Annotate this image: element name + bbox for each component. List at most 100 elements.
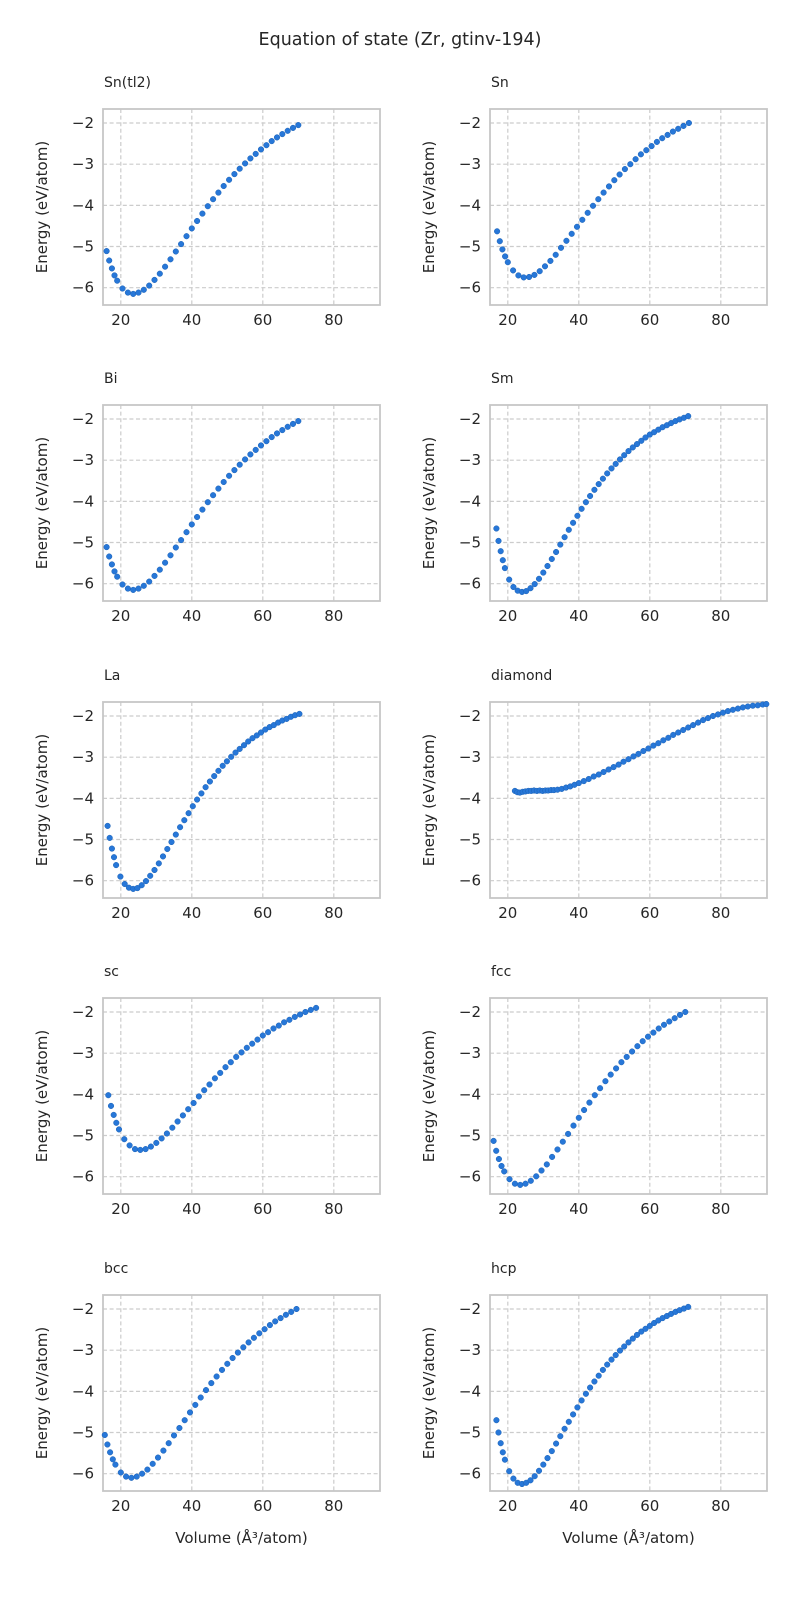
subplot-bi: Bi Energy (eV/atom) 20 40 60 80 −2 −3 −4 −5 −6: [15, 361, 395, 651]
svg-text:−2: −2: [72, 1003, 94, 1021]
svg-text:−2: −2: [459, 114, 481, 132]
subplot-title: bcc: [104, 1261, 129, 1277]
svg-text:−6: −6: [459, 1168, 481, 1186]
svg-text:−6: −6: [72, 575, 94, 593]
svg-text:−6: −6: [72, 872, 94, 890]
svg-text:20: 20: [498, 1497, 517, 1515]
svg-text:−6: −6: [72, 279, 94, 297]
plot-canvas: 20 40 60 80 −2 −3 −4 −5 −6: [72, 1294, 381, 1515]
svg-text:−2: −2: [459, 707, 481, 725]
subplot-title: sc: [104, 964, 119, 980]
svg-text:−2: −2: [72, 410, 94, 428]
svg-text:−5: −5: [72, 1424, 94, 1442]
svg-text:40: 40: [569, 311, 588, 329]
svg-text:20: 20: [111, 607, 130, 625]
svg-text:20: 20: [111, 311, 130, 329]
subplot-sn-tl2: Sn(tl2) Energy (eV/atom) 20 40 60 80 −2 −3 −4−…: [15, 65, 395, 355]
svg-text:−3: −3: [459, 1044, 481, 1062]
subplot-title: hcp: [491, 1261, 517, 1277]
svg-text:60: 60: [640, 311, 659, 329]
svg-text:40: 40: [182, 904, 201, 922]
svg-text:−3: −3: [459, 1341, 481, 1359]
svg-text:−5: −5: [459, 238, 481, 256]
subplot-hcp: hcp Energy (eV/atom) 20 40 60 80 −2 −3 −4 −5 −6 …: [402, 1251, 782, 1581]
svg-text:−4: −4: [459, 196, 481, 214]
svg-text:−4: −4: [72, 196, 94, 214]
svg-text:−4: −4: [459, 492, 481, 510]
svg-text:40: 40: [182, 607, 201, 625]
svg-text:−5: −5: [72, 238, 94, 256]
svg-text:40: 40: [569, 1497, 588, 1515]
subplot-title: Sn: [491, 75, 509, 91]
svg-text:−3: −3: [72, 155, 94, 173]
svg-text:20: 20: [498, 904, 517, 922]
plot-canvas: 20 40 60 80 −2 −3 −4 −5 −6: [459, 997, 768, 1218]
svg-text:−4: −4: [72, 492, 94, 510]
svg-text:−3: −3: [72, 748, 94, 766]
svg-text:−5: −5: [459, 1127, 481, 1145]
subplot-sc: sc Energy (eV/atom) 20 40 60 80 −2 −3 −4 −5 −6: [15, 954, 395, 1244]
svg-text:−2: −2: [72, 707, 94, 725]
svg-text:60: 60: [640, 607, 659, 625]
svg-text:−4: −4: [72, 789, 94, 807]
svg-text:40: 40: [182, 1200, 201, 1218]
svg-text:−6: −6: [72, 1168, 94, 1186]
svg-text:80: 80: [711, 1200, 730, 1218]
plot-canvas: 20 40 60 80 −2 −3 −4 −5 −6: [72, 108, 381, 329]
figure-title: Equation of state (Zr, gtinv-194): [258, 30, 542, 50]
svg-text:−6: −6: [459, 279, 481, 297]
svg-text:−6: −6: [459, 575, 481, 593]
svg-text:−2: −2: [72, 114, 94, 132]
svg-text:80: 80: [711, 311, 730, 329]
svg-text:−5: −5: [72, 1127, 94, 1145]
svg-text:60: 60: [253, 311, 272, 329]
svg-text:60: 60: [253, 1200, 272, 1218]
svg-text:40: 40: [182, 311, 201, 329]
subplot-bcc: bcc Energy (eV/atom) 20 40 60 80 −2 −3 −4 −5 −6 …: [15, 1251, 395, 1581]
svg-text:60: 60: [253, 904, 272, 922]
subplot-title: Sn(tl2): [104, 75, 151, 91]
svg-text:−4: −4: [459, 789, 481, 807]
svg-text:−2: −2: [72, 1300, 94, 1318]
plot-canvas: 20 40 60 80 −2 −3 −4 −5 −6: [72, 997, 381, 1218]
svg-text:60: 60: [253, 1497, 272, 1515]
x-axis-label: Volume (Å³/atom): [175, 1529, 308, 1547]
subplot-sm: Sm Energy (eV/atom) 20 40 60 80 −2 −3 −4 −5 −6: [402, 361, 782, 651]
svg-text:20: 20: [111, 1497, 130, 1515]
svg-text:60: 60: [640, 1497, 659, 1515]
svg-text:80: 80: [324, 1200, 343, 1218]
svg-text:−6: −6: [72, 1465, 94, 1483]
svg-text:20: 20: [498, 607, 517, 625]
plot-canvas: 20 40 60 80 −2 −3 −4 −5 −6: [459, 1294, 768, 1515]
svg-text:60: 60: [253, 607, 272, 625]
svg-text:80: 80: [324, 311, 343, 329]
svg-text:80: 80: [324, 1497, 343, 1515]
svg-text:−4: −4: [459, 1382, 481, 1400]
svg-text:−3: −3: [459, 155, 481, 173]
svg-text:−6: −6: [459, 872, 481, 890]
svg-text:80: 80: [711, 1497, 730, 1515]
svg-text:40: 40: [569, 607, 588, 625]
svg-text:40: 40: [569, 1200, 588, 1218]
svg-text:40: 40: [569, 904, 588, 922]
svg-text:−5: −5: [459, 1424, 481, 1442]
x-axis-label: Volume (Å³/atom): [562, 1529, 695, 1547]
subplot-la: La Energy (eV/atom) 20 40 60 80 −2 −3 −4 −5 −6: [15, 658, 395, 948]
plot-canvas: 20 40 60 80 −2 −3 −4 −5 −6: [72, 701, 381, 922]
subplot-title: La: [104, 668, 121, 684]
svg-text:−3: −3: [459, 451, 481, 469]
svg-text:−3: −3: [459, 748, 481, 766]
svg-text:−6: −6: [459, 1465, 481, 1483]
svg-text:−5: −5: [459, 831, 481, 849]
svg-text:40: 40: [182, 1497, 201, 1515]
subplot-title: Bi: [104, 371, 118, 387]
svg-text:80: 80: [711, 607, 730, 625]
svg-text:20: 20: [111, 1200, 130, 1218]
svg-text:−2: −2: [459, 410, 481, 428]
svg-text:80: 80: [324, 904, 343, 922]
subplot-title: diamond: [491, 668, 553, 684]
svg-text:−5: −5: [459, 534, 481, 552]
svg-text:20: 20: [111, 904, 130, 922]
svg-text:−4: −4: [459, 1085, 481, 1103]
